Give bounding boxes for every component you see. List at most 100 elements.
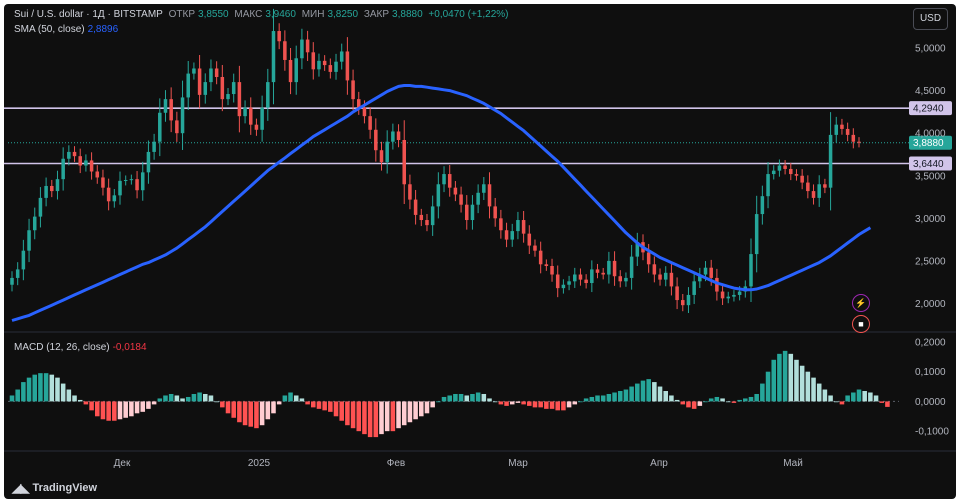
price-tick-label: 4,0000 xyxy=(915,129,946,140)
candle-body xyxy=(27,230,31,251)
macd-bar xyxy=(714,396,720,402)
macd-bar xyxy=(203,393,208,402)
time-tick-label: Дек xyxy=(114,458,131,469)
candle-body xyxy=(266,82,270,108)
candle-body xyxy=(845,128,850,135)
candle-body xyxy=(44,185,48,198)
candle-body xyxy=(197,68,202,95)
candle-body xyxy=(771,170,776,175)
macd-bar xyxy=(680,401,686,405)
chart-frame: 4,2940 3,6440 3,8880 5,0000 4,5000 4,0000 3,5… xyxy=(4,4,956,499)
candle-body xyxy=(612,260,617,277)
macd-bar xyxy=(328,401,333,412)
change-value: +0,0470 (+1,22%) xyxy=(428,9,509,20)
macd-bar xyxy=(220,401,225,408)
tradingview-logo-text: TradingView xyxy=(32,482,98,494)
candle-body xyxy=(402,140,406,185)
candle-body xyxy=(152,141,156,152)
candle-body xyxy=(385,141,389,163)
candle-body xyxy=(203,82,208,95)
currency-button[interactable]: USD xyxy=(913,8,948,30)
macd-bar xyxy=(748,396,754,402)
macd-bar xyxy=(140,401,146,412)
macd-bar xyxy=(9,395,15,402)
symbol-legend[interactable]: Sui / U.S. dollar · 1Д · BITSTAMP ОТКР 3,… xyxy=(14,9,511,20)
tradingview-logo[interactable]: ◢◣ TradingView xyxy=(12,481,97,495)
chart-canvas[interactable]: 4,2940 3,6440 3,8880 5,0000 4,5000 4,0000 3,5… xyxy=(4,4,956,499)
macd-bar xyxy=(123,401,128,418)
macd-bar xyxy=(419,401,424,417)
lightning-icon[interactable]: ⚡ xyxy=(852,294,870,312)
candle-body xyxy=(345,51,350,81)
time-tick-label: Апр xyxy=(650,458,668,469)
candle-body xyxy=(732,294,736,297)
macd-value: -0,0184 xyxy=(112,342,147,353)
candle-body xyxy=(663,272,668,280)
macd-bar xyxy=(146,401,151,409)
macd-bar xyxy=(134,401,140,414)
macd-bar xyxy=(311,401,316,408)
macd-bar xyxy=(879,401,885,403)
candle-body xyxy=(851,134,856,142)
candle-body xyxy=(516,220,520,232)
candle-body xyxy=(300,39,304,59)
price-tick-label: 3,5000 xyxy=(915,171,946,182)
macd-legend[interactable]: MACD (12, 26, close) -0,0184 xyxy=(14,342,150,353)
candle-body xyxy=(470,204,475,221)
price-tick-label: 2,0000 xyxy=(915,299,946,310)
candle-body xyxy=(442,174,446,185)
level-label-bg xyxy=(909,101,952,116)
candle-body xyxy=(675,286,679,301)
candle-body xyxy=(78,156,82,166)
macd-bar xyxy=(623,389,629,402)
candle-body xyxy=(800,175,804,183)
candle-body xyxy=(823,184,827,188)
macd-bar xyxy=(168,393,174,402)
candle-body xyxy=(396,131,401,140)
candle-body xyxy=(231,82,236,95)
candle-body xyxy=(118,180,122,196)
low-label: МИН xyxy=(301,9,325,20)
macd-bar xyxy=(544,401,549,409)
candle-body xyxy=(368,116,372,130)
candle-body xyxy=(578,274,583,280)
macd-bar xyxy=(396,401,401,429)
candle-body xyxy=(504,230,509,240)
macd-bar xyxy=(799,365,805,402)
price-axis: 5,0000 4,5000 4,0000 3,5000 3,0000 2,5000 2,00… xyxy=(915,44,949,438)
candle-body xyxy=(391,131,395,142)
time-tick-label: Фев xyxy=(387,458,405,469)
macd-bar xyxy=(72,395,77,402)
candle-body xyxy=(794,174,799,176)
macd-tick-label: 0,0000 xyxy=(915,397,946,408)
sma-line xyxy=(11,84,872,322)
time-tick-label: Май xyxy=(783,458,803,469)
macd-bar xyxy=(21,382,26,402)
sma-legend[interactable]: SMA (50, close) 2,8896 xyxy=(14,24,121,35)
candle-body xyxy=(669,272,674,287)
candle-body xyxy=(209,68,213,83)
close-label: ЗАКР xyxy=(363,9,390,20)
candle-body xyxy=(277,31,281,42)
macd-bar xyxy=(225,401,231,414)
candle-body xyxy=(720,291,725,299)
macd-bar xyxy=(663,391,668,402)
macd-bar xyxy=(737,399,742,402)
candle-body xyxy=(15,269,20,278)
macd-bar xyxy=(60,383,66,402)
candle-body xyxy=(55,179,60,192)
macd-bar xyxy=(885,401,890,407)
high-value: 3,9460 xyxy=(265,9,296,20)
candle-body xyxy=(135,179,139,191)
macd-bar xyxy=(805,371,811,402)
price-tick-label: 3,0000 xyxy=(915,214,946,225)
candles xyxy=(10,8,861,313)
macd-bar xyxy=(362,401,367,435)
macd-bar xyxy=(595,395,600,402)
macd-bar xyxy=(509,401,515,405)
us-flag-icon[interactable]: ■ xyxy=(852,315,870,333)
macd-bar xyxy=(38,373,43,402)
candle-body xyxy=(726,296,731,299)
macd-bar xyxy=(583,398,589,402)
candle-body xyxy=(521,220,526,234)
